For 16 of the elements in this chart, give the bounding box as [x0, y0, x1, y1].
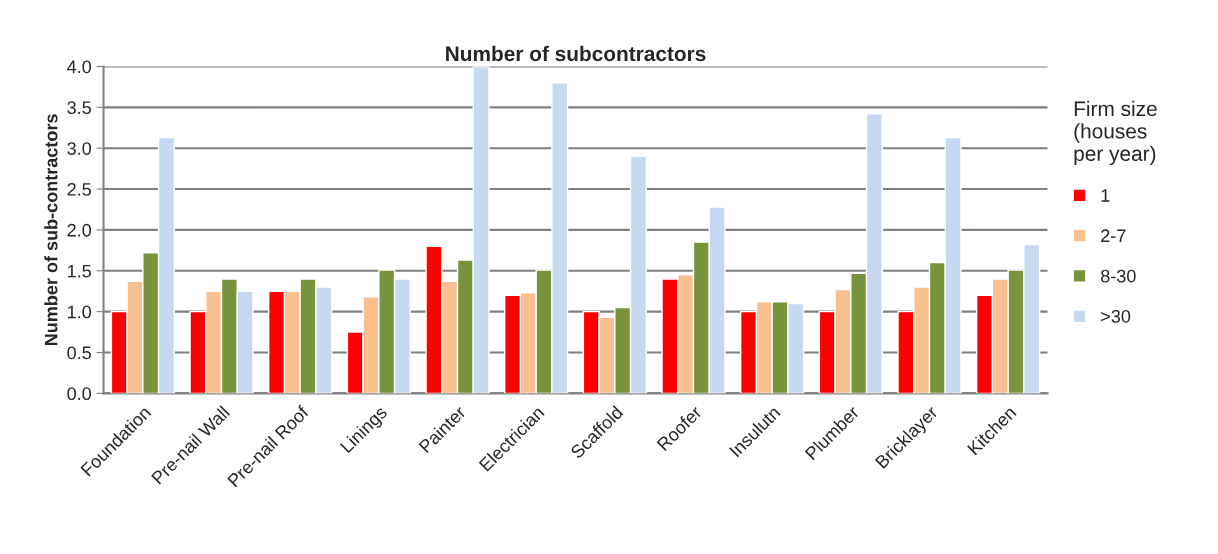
y-axis-title: Number of sub-contractors [44, 114, 58, 346]
y-tick-label: 0.5 [67, 346, 91, 360]
y-tick-label: 3.0 [67, 142, 92, 155]
y-tick-label: 2.0 [67, 223, 92, 237]
y-tick-label: 3.5 [67, 101, 91, 115]
legend-label: 8-30 [1101, 269, 1136, 283]
y-tick-label: 4.0 [67, 60, 92, 74]
y-tick-label: 1.5 [68, 264, 91, 278]
legend-label: 1 [1101, 189, 1110, 202]
legend-title: Firm size (houses per year) [1074, 100, 1157, 166]
legend-label: 2-7 [1101, 229, 1126, 242]
y-tick-label: 1.0 [68, 305, 92, 319]
y-tick-label: 0.0 [67, 387, 92, 401]
legend-label: >30 [1101, 309, 1131, 323]
chart-title: Number of subcontractors [446, 45, 706, 62]
y-tick-label: 2.5 [67, 182, 91, 196]
